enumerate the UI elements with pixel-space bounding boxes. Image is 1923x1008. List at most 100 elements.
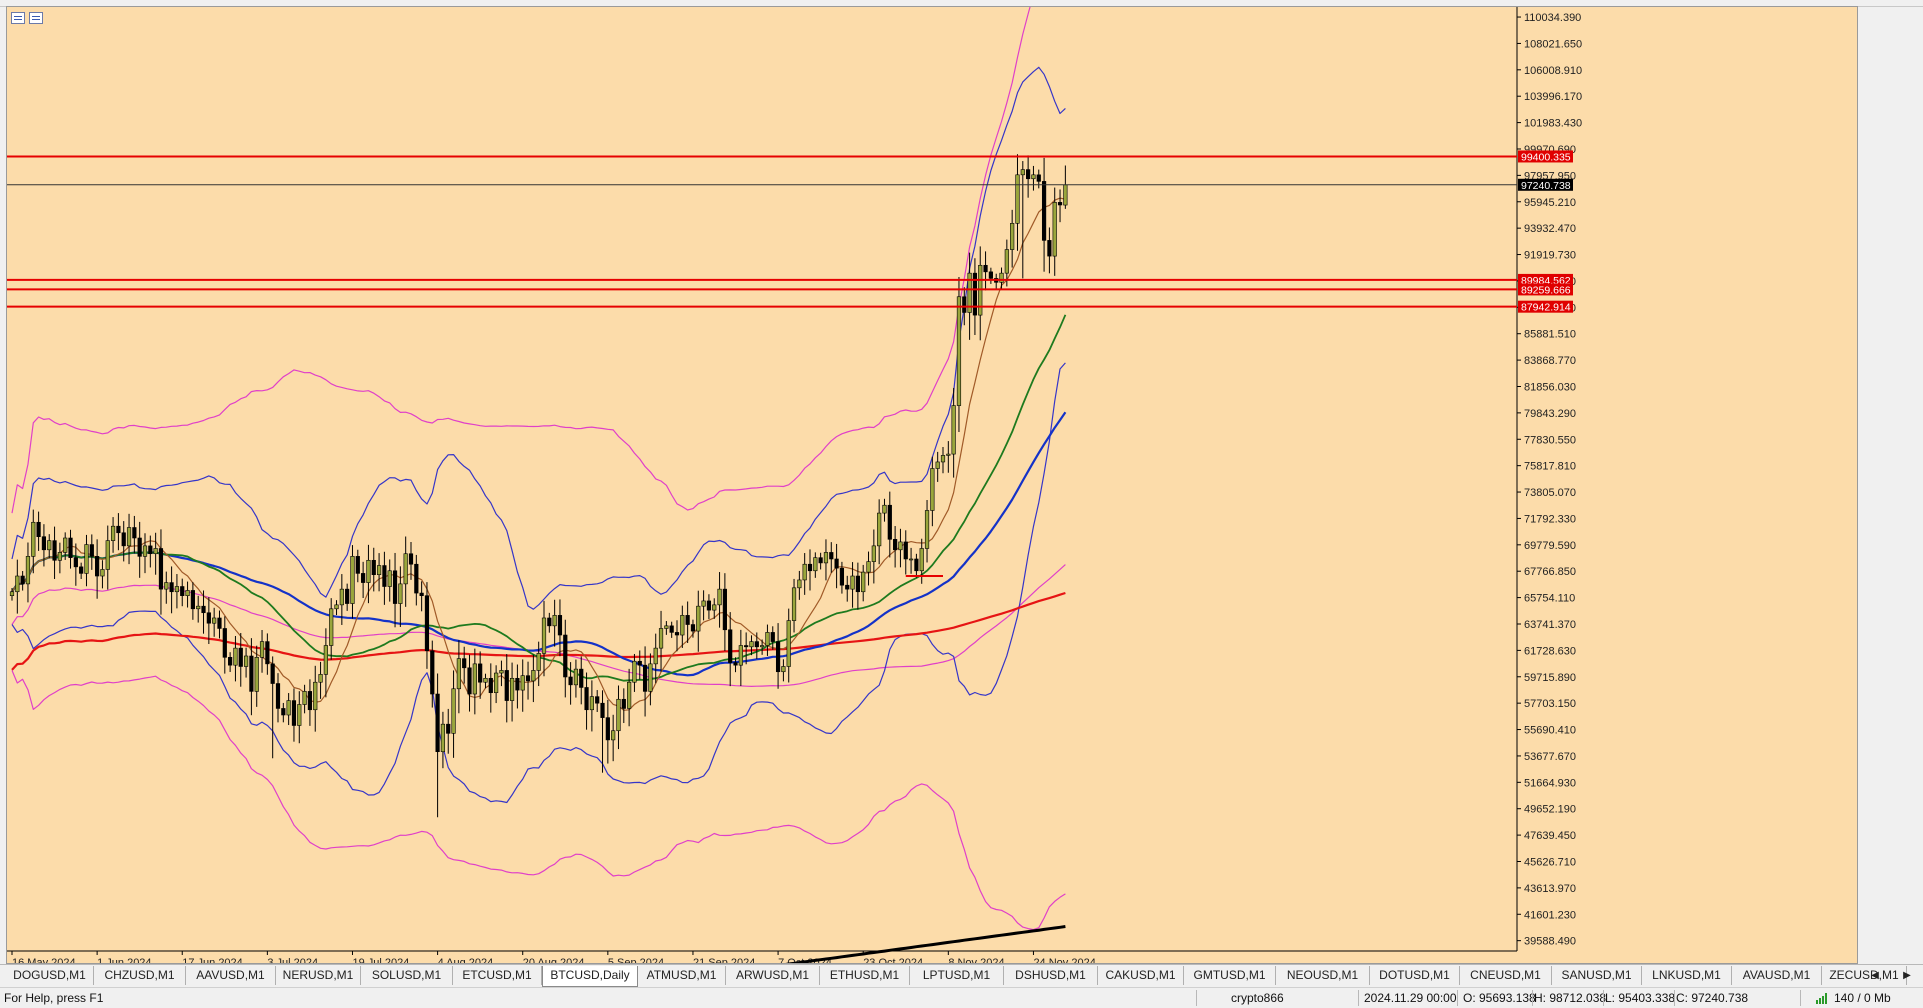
candle-body [653,647,658,665]
price-label-box [1518,178,1573,191]
candle-body [79,566,84,574]
tab-lnkusd-m1[interactable]: LNKUSD,M1 [1642,966,1732,985]
candle-body [680,615,685,636]
tab-scroll-left-icon[interactable]: ◀ [1871,970,1879,981]
candle-body [1015,174,1020,224]
tab-avausd-m1[interactable]: AVAUSD,M1 [1732,966,1822,985]
candle-body [376,565,382,576]
candle-body [222,628,227,658]
price-tick-label: 81856.030 [1524,381,1576,393]
candle-body [632,660,637,683]
tab-scroll-right-icon[interactable]: ▶ [1903,970,1911,981]
tab-sanusd-m1[interactable]: SANUSD,M1 [1552,966,1642,985]
candle-body [467,667,472,695]
price-tick-label: 63741.370 [1524,619,1576,631]
candle-body [291,700,297,726]
candle-body [871,545,876,562]
tab-cneusd-m1[interactable]: CNEUSD,M1 [1460,966,1552,985]
candle-body [318,674,323,683]
tab-nerusd-m1[interactable]: NERUSD,M1 [276,966,361,985]
candle-body [760,645,765,648]
time-tick-label: 8 Nov 2024 [948,957,1004,963]
price-tick-label: 85881.510 [1524,329,1576,341]
price-tick-label: 53677.670 [1524,751,1576,763]
candle-body [914,558,919,572]
candle-body [228,657,233,666]
time-tick-label: 24 Nov 2024 [1033,957,1095,963]
candle-body [440,723,446,753]
tab-solusd-m1[interactable]: SOLUSD,M1 [361,966,453,985]
tab-ethusd-m1[interactable]: ETHUSD,M1 [820,966,910,985]
candle-body [392,570,398,604]
price-tick-label: 67766.850 [1524,566,1576,578]
candle-body [658,628,664,649]
candle-body [419,592,424,596]
tab-arwusd-m1[interactable]: ARWUSD,M1 [726,966,820,985]
candle-body [962,296,967,313]
price-chart[interactable]: 110034.390 108021.650 106008.910 103996.170… [7,7,1857,963]
tab-chzusd-m1[interactable]: CHZUSD,M1 [94,966,186,985]
candle-body [988,271,993,279]
candle-body [435,693,440,753]
candle-body [84,544,89,574]
candle-body [845,584,850,590]
candle-body [164,582,169,590]
candle-body [557,615,563,636]
chart-indicator-icon[interactable] [29,12,43,24]
candle-body [494,672,499,694]
candle-body [855,575,860,593]
chart-window[interactable]: 110034.390 108021.650 106008.910 103996.170… [6,6,1858,964]
price-label-text: 97240.738 [1521,180,1571,192]
candle-body [371,559,376,576]
tab-etcusd-m1[interactable]: ETCUSD,M1 [453,966,542,985]
candle-body [648,663,653,692]
candle-body [254,657,259,692]
candle-body [47,540,52,551]
price-label-box [1518,273,1573,286]
time-tick-label: 23 Oct 2024 [863,957,923,963]
candle-body [552,615,557,627]
candle-body [488,677,493,694]
price-label-text: 89259.666 [1521,284,1571,296]
status-high: H: 98712.038 [1534,991,1607,1005]
candle-body [775,641,781,673]
bollinger-outer-lower [11,670,1066,931]
status-profile: crypto866 [1231,991,1284,1005]
candle-body [307,691,313,711]
candle-body [584,687,589,711]
price-tick-label: 77830.550 [1524,434,1576,446]
candle-body [121,532,126,547]
tab-gmtusd-m1[interactable]: GMTUSD,M1 [1184,966,1276,985]
candle-body [717,588,722,606]
candle-body [685,615,690,625]
tab-atmusd-m1[interactable]: ATMUSD,M1 [638,966,726,985]
candle-body [100,569,105,577]
tab-cakusd-m1[interactable]: CAKUSD,M1 [1098,966,1184,985]
candle-body [68,537,73,558]
tab-aavusd-m1[interactable]: AAVUSD,M1 [186,966,276,985]
candle-body [674,632,680,636]
moving-average-black [785,925,1066,963]
price-tick-label: 65754.110 [1524,593,1575,605]
tab-zecusd-m1[interactable]: ZECUSD,M1 [1822,966,1907,985]
candle-body [478,663,483,683]
tab-dogusd-m1[interactable]: DOGUSD,M1 [6,966,94,985]
candle-body [861,571,866,593]
tab-neousd-m1[interactable]: NEOUSD,M1 [1276,966,1370,985]
candle-body [212,617,217,624]
candle-body [701,600,706,607]
tab-btcusd-daily[interactable]: BTCUSD,Daily [542,966,638,987]
tab-lptusd-m1[interactable]: LPTUSD,M1 [910,966,1004,985]
status-low: L: 95403.338 [1605,991,1676,1005]
candle-body [504,670,509,701]
candle-body [509,677,515,701]
candle-body [940,455,946,463]
tab-dshusd-m1[interactable]: DSHUSD,M1 [1004,966,1098,985]
candle-body [52,540,57,561]
candle-body [243,655,249,667]
chart-list-icon[interactable] [11,12,25,24]
candle-body [1004,249,1009,274]
tab-dotusd-m1[interactable]: DOTUSD,M1 [1370,966,1460,985]
price-tick-label: 75817.810 [1524,461,1576,473]
bollinger-inner-lower [11,362,1066,804]
